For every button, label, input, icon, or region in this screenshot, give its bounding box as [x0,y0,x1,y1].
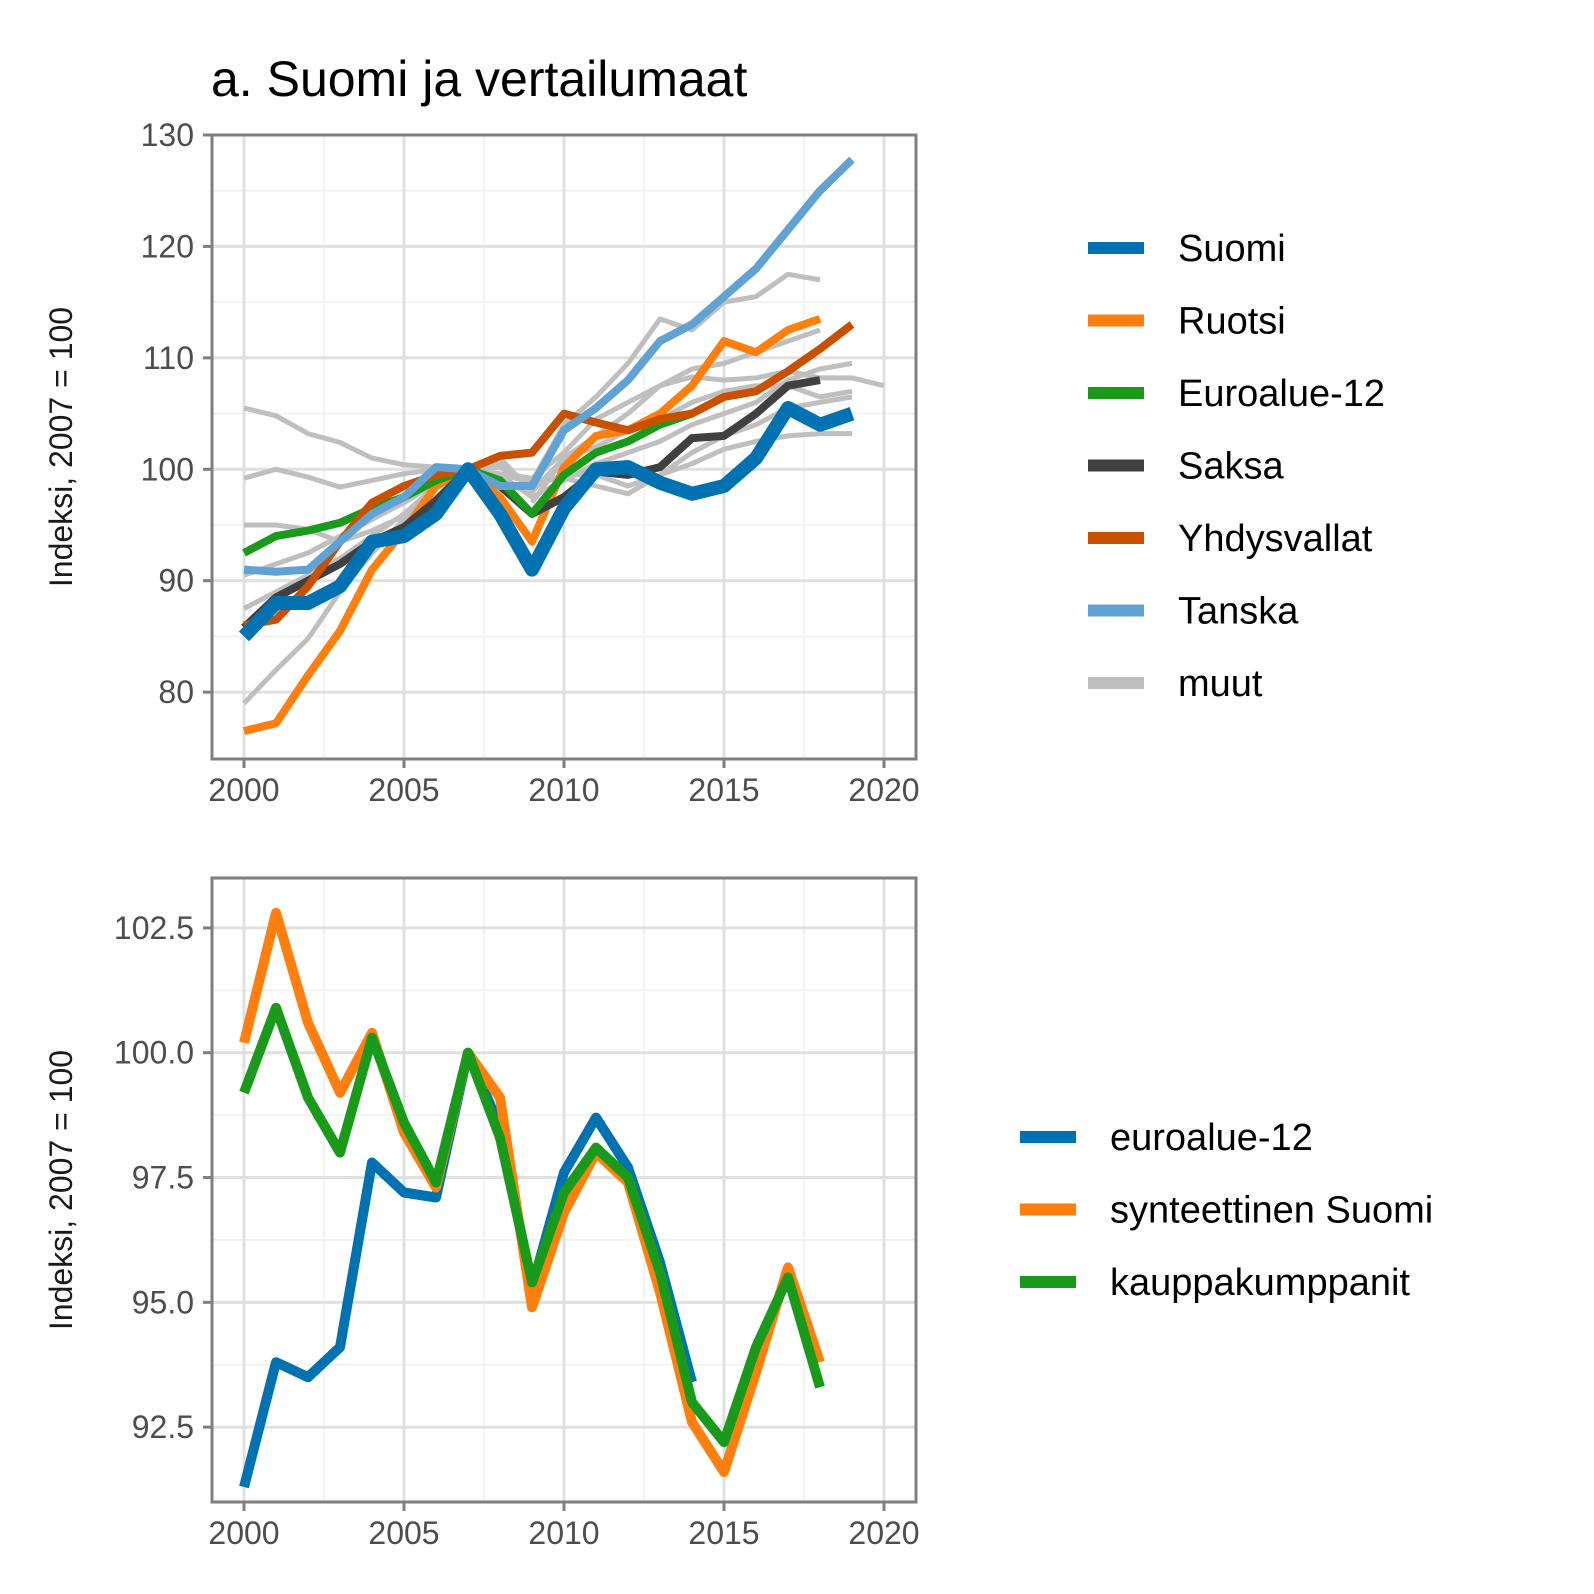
legend-label-euroalue-12: Euroalue-12 [1178,373,1385,415]
series-group [239,907,825,1489]
grid-b [212,878,916,1502]
panel-b: 2000 2005 2010 2015 2020 92.5 95.0 97.5 100.0 102… [43,876,920,1551]
legend-a: Suomi Ruotsi Euroalue-12 Saksa Yhdysvallat Ta… [1088,228,1385,705]
y-tick-label: 102.5 [114,910,194,946]
series-group [238,156,885,735]
series-line-kauppakumppanit [239,1002,825,1448]
y-axis-title-a: Indeksi, 2007 = 100 [43,307,79,587]
legend-b: euroalue-12 synteettinen Suomi kauppakumpp… [1020,1117,1433,1304]
chart-title-a: a. Suomi ja vertailumaat [211,51,747,107]
x-tick-label: 2010 [528,1515,599,1551]
ticks-a: 2000 2005 2010 2015 2020 80 90 100 110 120 130 [141,117,920,808]
x-tick-label: 2000 [208,772,279,808]
lines-b [239,907,825,1489]
series-line-suomi [238,401,855,642]
series-line-tanska [243,156,855,576]
lines-a [238,156,885,735]
y-tick-label: 100.0 [114,1035,194,1071]
series-line-synteettinen-suomi [239,907,825,1477]
x-tick-label: 2010 [528,772,599,808]
x-tick-label: 2005 [368,772,439,808]
x-tick-label: 2020 [848,772,919,808]
y-tick-label: 92.5 [132,1409,194,1445]
series-line-ruotsi [243,315,822,735]
x-tick-label: 2015 [688,772,759,808]
x-tick-label: 2020 [848,1515,919,1551]
legend-label-muut: muut [1178,663,1263,705]
panel-a: 2000 2005 2010 2015 2020 80 90 100 110 120 130 Ind… [43,117,920,808]
legend-label-kauppakumppanit: kauppakumppanit [1110,1262,1410,1304]
y-axis-title-b: Indeksi, 2007 = 100 [43,1050,79,1330]
legend-label-tanska: Tanska [1178,591,1299,633]
y-tick-label: 80 [158,674,194,710]
legend-label-synteettinen-suomi: synteettinen Suomi [1110,1190,1433,1232]
x-tick-label: 2015 [688,1515,759,1551]
legend-label-ruotsi: Ruotsi [1178,301,1286,343]
x-tick-label: 2000 [208,1515,279,1551]
y-tick-label: 97.5 [132,1160,194,1196]
y-tick-label: 95.0 [132,1284,194,1320]
y-tick-label: 130 [141,117,194,153]
y-tick-label: 110 [143,340,194,376]
legend-label-euroalue-12: euroalue-12 [1110,1117,1313,1159]
y-tick-label: 90 [158,563,194,599]
ticks-b: 2000 2005 2010 2015 2020 92.5 95.0 97.5 100.0 102… [114,910,920,1551]
legend-label-suomi: Suomi [1178,228,1286,270]
y-tick-label: 100 [141,451,194,487]
x-tick-label: 2005 [368,1515,439,1551]
legend-label-saksa: Saksa [1178,446,1284,488]
y-tick-label: 120 [141,228,194,264]
legend-label-yhdysvallat: Yhdysvallat [1178,518,1373,560]
